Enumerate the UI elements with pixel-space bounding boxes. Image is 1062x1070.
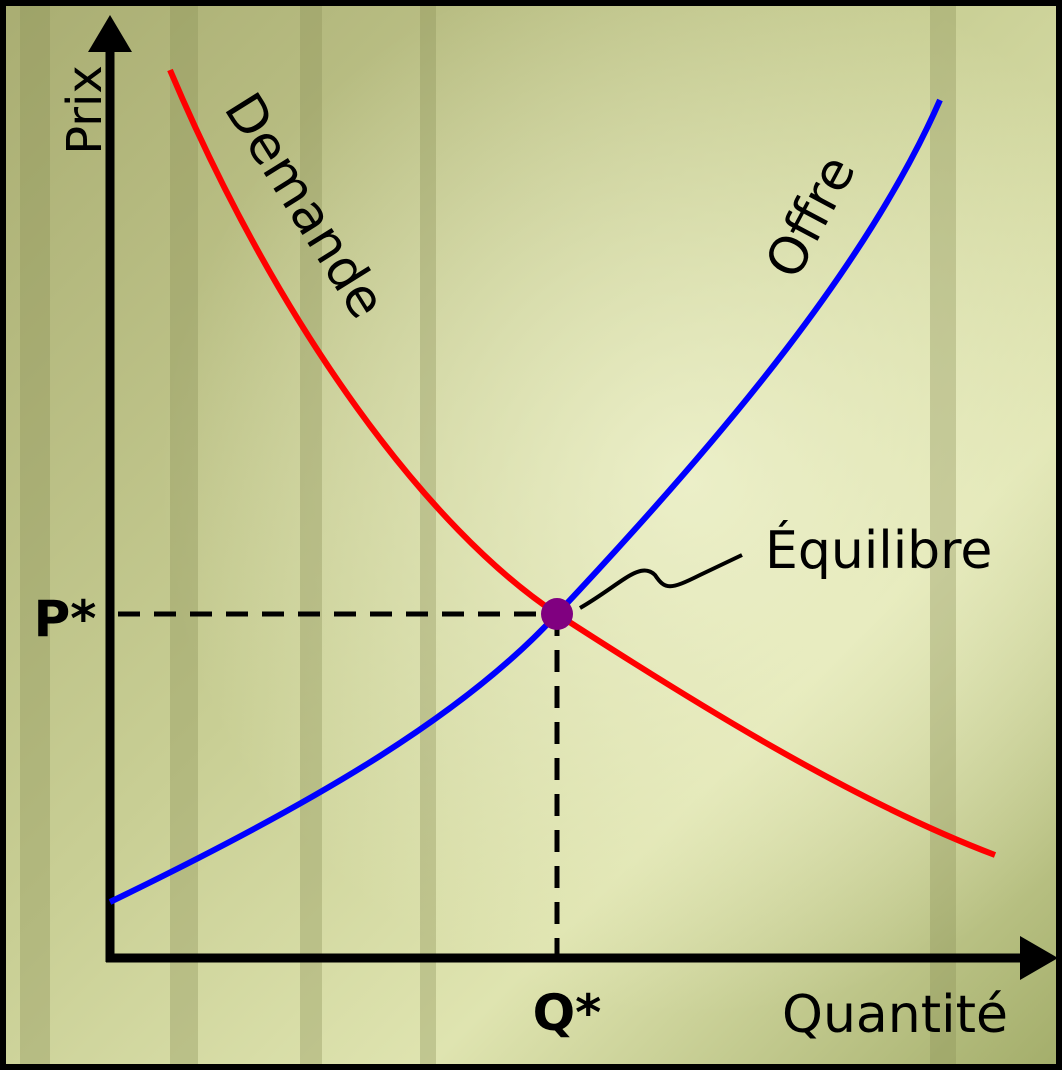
q-star-label: Q*: [533, 984, 602, 1042]
p-star-label: P*: [34, 590, 97, 648]
diagram: Prix Quantité P* Q* Demande Offre Équili…: [0, 0, 1062, 1070]
equilibrium-label: Équilibre: [765, 520, 992, 581]
y-axis-label: Prix: [57, 65, 113, 155]
x-axis-label: Quantité: [782, 985, 1008, 1045]
equilibrium-point: [541, 598, 573, 630]
